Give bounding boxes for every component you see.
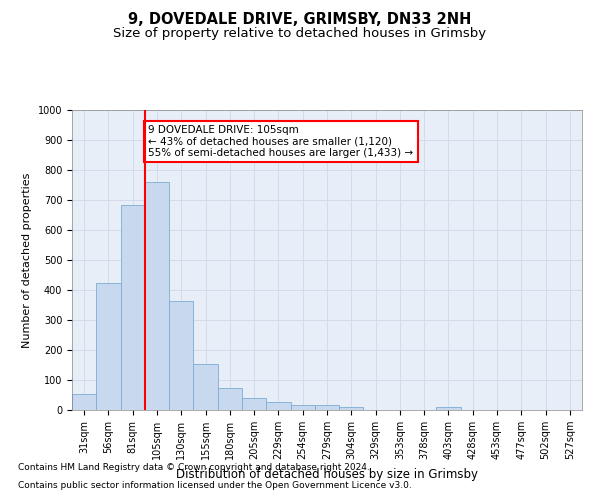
- Bar: [218, 388, 242, 410]
- Bar: [242, 398, 266, 410]
- Bar: [315, 405, 339, 410]
- Bar: [121, 204, 145, 410]
- Text: 9 DOVEDALE DRIVE: 105sqm
← 43% of detached houses are smaller (1,120)
55% of sem: 9 DOVEDALE DRIVE: 105sqm ← 43% of detach…: [149, 125, 413, 158]
- Bar: [193, 364, 218, 410]
- Bar: [169, 302, 193, 410]
- Bar: [96, 284, 121, 410]
- Text: Size of property relative to detached houses in Grimsby: Size of property relative to detached ho…: [113, 28, 487, 40]
- Text: 9, DOVEDALE DRIVE, GRIMSBY, DN33 2NH: 9, DOVEDALE DRIVE, GRIMSBY, DN33 2NH: [128, 12, 472, 28]
- Text: Contains public sector information licensed under the Open Government Licence v3: Contains public sector information licen…: [18, 481, 412, 490]
- Bar: [266, 402, 290, 410]
- Bar: [145, 182, 169, 410]
- Bar: [290, 405, 315, 410]
- Text: Contains HM Land Registry data © Crown copyright and database right 2024.: Contains HM Land Registry data © Crown c…: [18, 464, 370, 472]
- Bar: [72, 394, 96, 410]
- Bar: [339, 407, 364, 410]
- X-axis label: Distribution of detached houses by size in Grimsby: Distribution of detached houses by size …: [176, 468, 478, 480]
- Bar: [436, 408, 461, 410]
- Y-axis label: Number of detached properties: Number of detached properties: [22, 172, 32, 348]
